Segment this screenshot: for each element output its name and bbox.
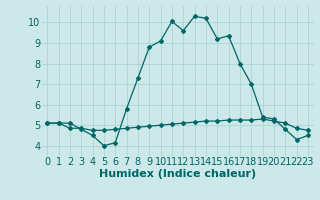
X-axis label: Humidex (Indice chaleur): Humidex (Indice chaleur) — [99, 169, 256, 179]
